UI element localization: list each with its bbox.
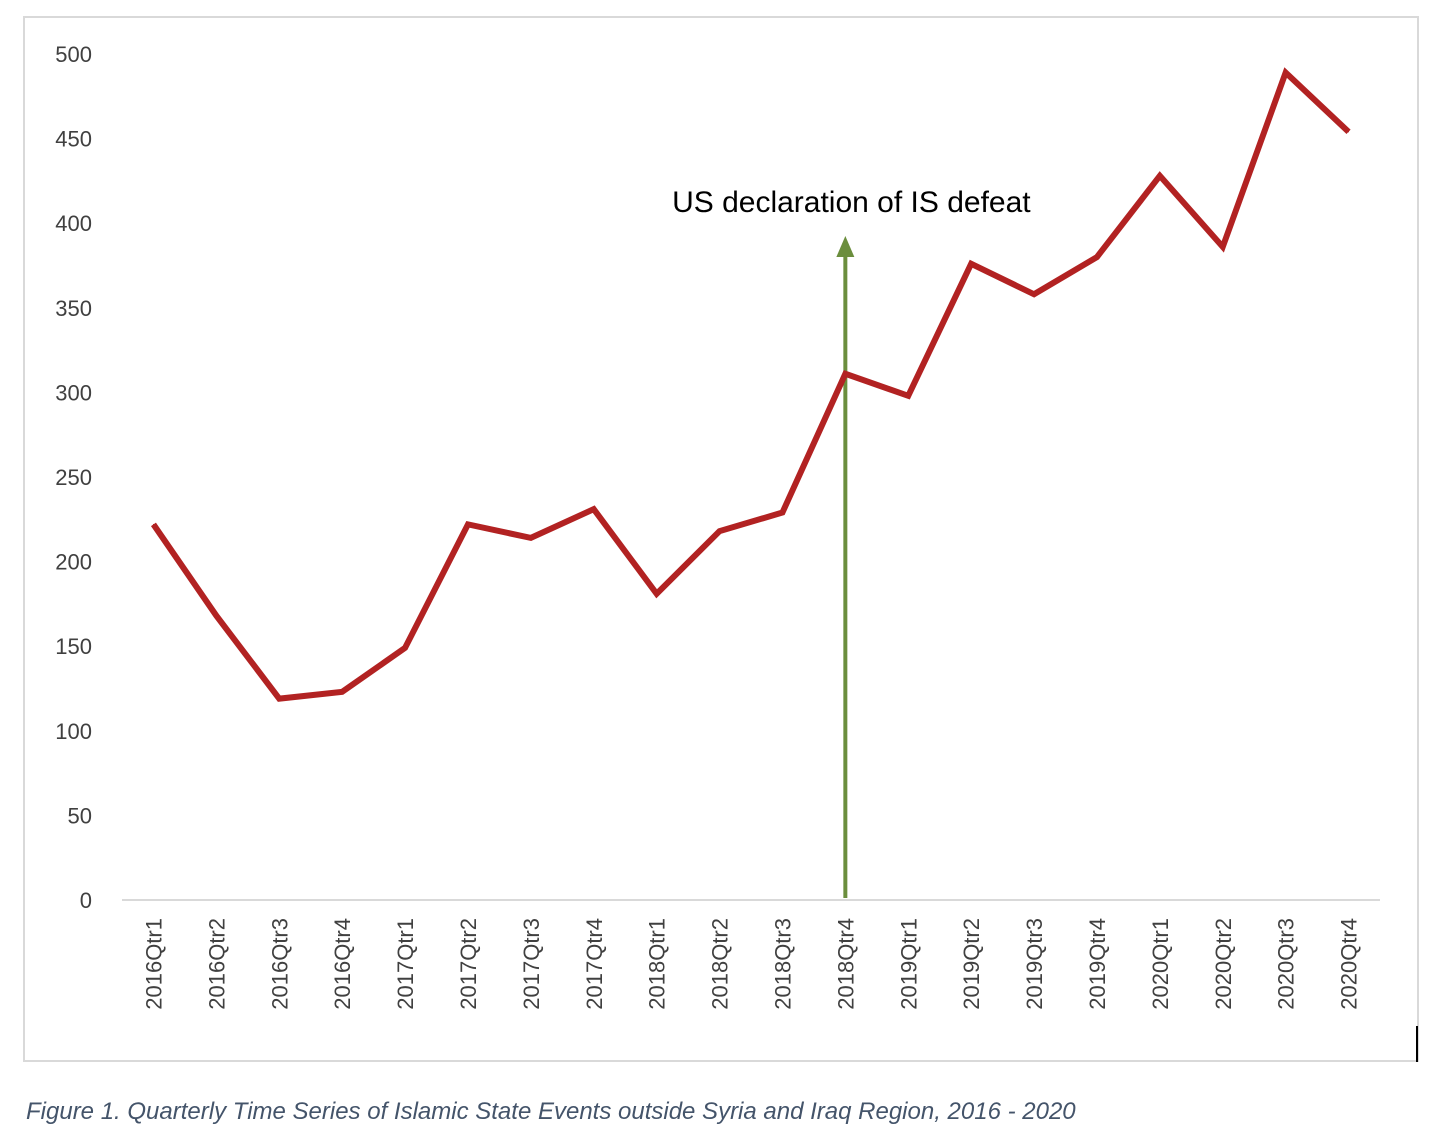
y-tick-label: 350	[55, 296, 92, 321]
y-tick-label: 0	[80, 888, 92, 913]
data-point	[1222, 246, 1224, 248]
data-point	[1096, 256, 1098, 258]
data-point	[1033, 293, 1035, 295]
x-tick-label: 2019Qtr3	[1022, 918, 1047, 1010]
y-tick-label: 100	[55, 719, 92, 744]
data-point	[341, 691, 343, 693]
y-tick-label: 300	[55, 380, 92, 405]
annotation-arrowhead	[836, 236, 855, 257]
x-tick-label: 2020Qtr3	[1274, 918, 1299, 1010]
x-tick-label: 2016Qtr2	[204, 918, 229, 1010]
x-tick-label: 2018Qtr3	[770, 918, 795, 1010]
x-tick-label: 2017Qtr4	[582, 918, 607, 1010]
x-tick-label: 2016Qtr3	[267, 918, 292, 1010]
data-point	[404, 647, 406, 649]
data-point	[1159, 175, 1161, 177]
y-tick-label: 450	[55, 127, 92, 152]
y-tick-label: 250	[55, 465, 92, 490]
data-point	[907, 395, 909, 397]
x-tick-label: 2018Qtr4	[833, 918, 858, 1010]
data-point	[781, 512, 783, 514]
data-point	[530, 537, 532, 539]
data-point	[970, 263, 972, 265]
data-point	[278, 698, 280, 700]
x-tick-label: 2019Qtr2	[959, 918, 984, 1010]
x-tick-label: 2018Qtr2	[708, 918, 733, 1010]
x-tick-label: 2017Qtr2	[456, 918, 481, 1010]
x-tick-label: 2017Qtr1	[393, 918, 418, 1010]
y-tick-label: 200	[55, 550, 92, 575]
y-tick-label: 150	[55, 634, 92, 659]
figure-caption: Figure 1. Quarterly Time Series of Islam…	[26, 1098, 1076, 1125]
data-point	[844, 373, 846, 375]
x-tick-label: 2016Qtr1	[141, 918, 166, 1010]
data-point	[719, 530, 721, 532]
x-tick-label: 2019Qtr4	[1085, 918, 1110, 1010]
data-point	[152, 523, 154, 525]
y-tick-label: 50	[68, 803, 92, 828]
x-tick-label: 2018Qtr1	[645, 918, 670, 1010]
x-tick-label: 2020Qtr2	[1211, 918, 1236, 1010]
x-tick-label: 2017Qtr3	[519, 918, 544, 1010]
series-line	[150, 67, 1351, 702]
x-tick-label: 2019Qtr1	[896, 918, 921, 1010]
data-point	[215, 615, 217, 617]
data-point	[467, 523, 469, 525]
x-tick-label: 2020Qtr4	[1337, 918, 1362, 1010]
data-point	[1348, 131, 1350, 133]
data-point	[1285, 72, 1287, 74]
x-tick-label: 2016Qtr4	[330, 918, 355, 1010]
stray-mark	[1416, 1026, 1418, 1062]
data-point	[656, 593, 658, 595]
annotation-label: US declaration of IS defeat	[672, 186, 1031, 219]
data-point	[593, 508, 595, 510]
y-tick-label: 400	[55, 211, 92, 236]
chart-frame	[23, 16, 1419, 1062]
y-tick-label: 500	[55, 42, 92, 67]
x-tick-label: 2020Qtr1	[1148, 918, 1173, 1010]
